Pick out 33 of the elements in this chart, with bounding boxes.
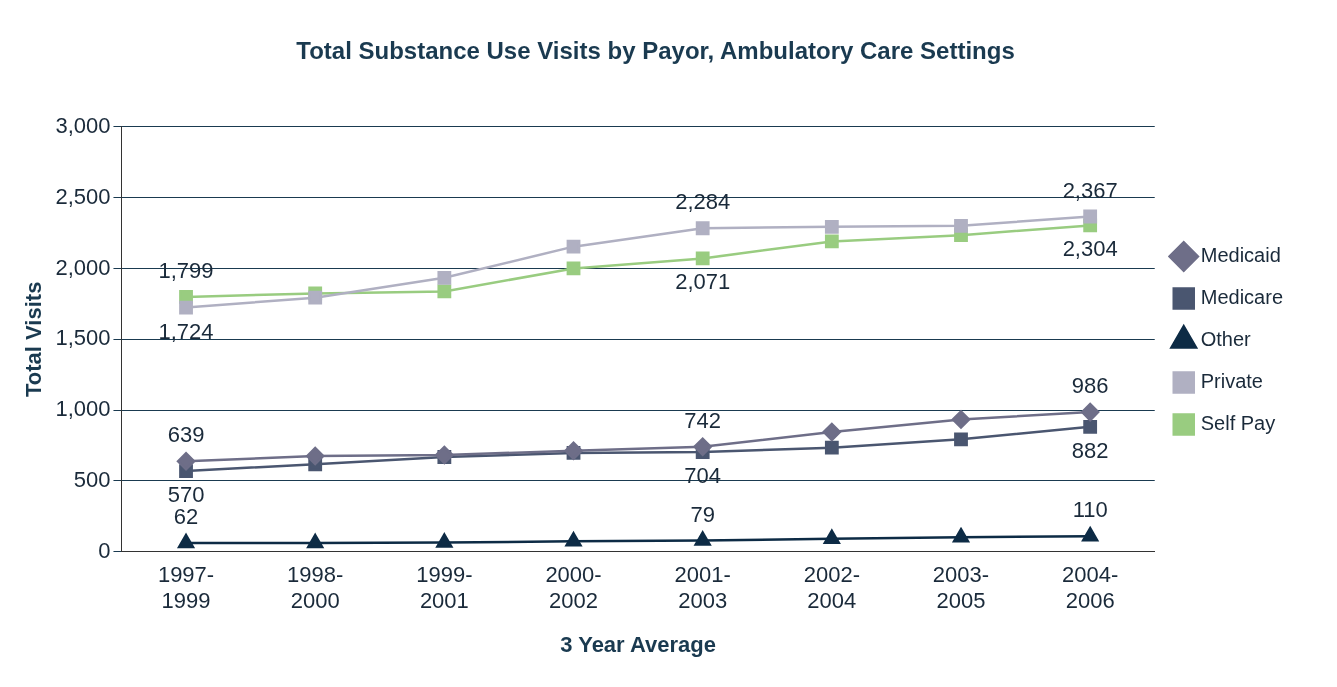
x-tick-label: 2004- 2006 (1062, 562, 1119, 614)
y-tick-label: 2,000 (55, 254, 111, 280)
chart-title: Total Substance Use Visits by Payor, Ambulatory Care Settings (296, 37, 1015, 65)
x-tick-label: 1997- 1999 (157, 562, 215, 614)
y-axis-title: Total Visits (21, 281, 47, 397)
x-tick-label: 2000- 2002 (545, 562, 602, 614)
y-tick-label: 3,000 (55, 112, 111, 138)
data-label: 882 (1071, 437, 1109, 463)
data-label: 639 (167, 422, 205, 448)
legend-label: Self Pay (1200, 412, 1276, 435)
y-tick-label: 1,500 (55, 325, 111, 351)
y-tick-label: 500 (73, 467, 111, 493)
y-tick-label: 1,000 (55, 396, 111, 422)
y-tick-label: 0 (98, 537, 111, 563)
x-tick-label: 2002- 2004 (803, 562, 860, 614)
legend-label: Medicaid (1200, 244, 1281, 267)
data-label: 742 (684, 407, 722, 433)
x-tick-label: 1999- 2001 (416, 562, 473, 614)
data-label: 986 (1071, 373, 1109, 399)
legend-label: Medicare (1200, 286, 1284, 309)
data-label: 2,367 (1062, 177, 1118, 203)
legend-label: Other (1200, 328, 1252, 351)
data-label: 2,304 (1062, 236, 1118, 262)
data-label: 1,724 (158, 318, 214, 344)
x-tick-label: 2001- 2003 (674, 562, 731, 614)
data-label: 2,071 (675, 269, 731, 295)
legend-label: Private (1200, 370, 1263, 393)
x-tick-label: 1998- 2000 (287, 562, 344, 614)
data-label: 79 (690, 501, 715, 527)
y-tick-label: 2,500 (55, 183, 111, 209)
data-label: 110 (1072, 497, 1108, 523)
x-axis-title: 3 Year Average (560, 631, 716, 657)
x-tick-label: 2003- 2005 (932, 562, 990, 614)
